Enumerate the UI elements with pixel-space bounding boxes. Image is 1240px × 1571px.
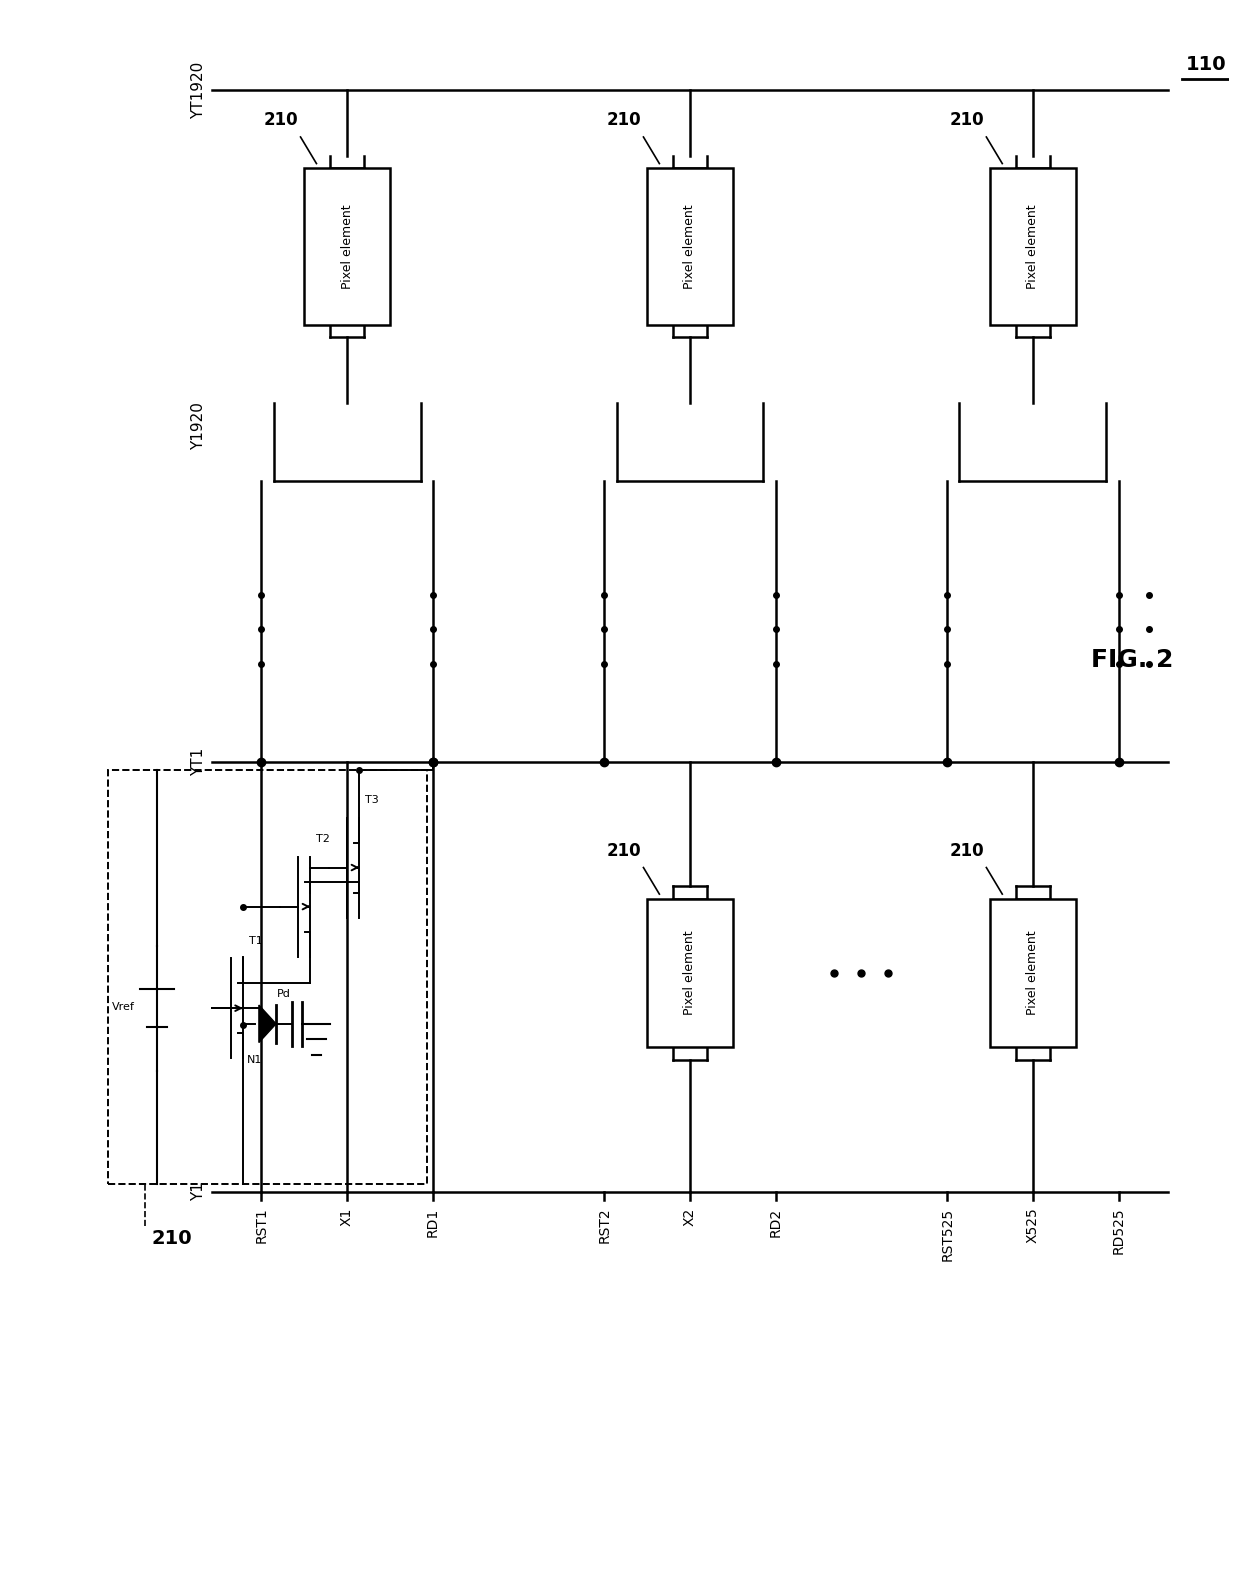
- Text: RST2: RST2: [598, 1208, 611, 1243]
- Text: RST525: RST525: [940, 1208, 954, 1260]
- Text: 210: 210: [263, 112, 298, 129]
- Text: Y1: Y1: [191, 1183, 206, 1202]
- Text: Pixel element: Pixel element: [683, 930, 697, 1015]
- Text: 210: 210: [606, 842, 641, 859]
- Text: Pixel element: Pixel element: [1027, 204, 1039, 289]
- Text: X2: X2: [683, 1208, 697, 1225]
- Text: 210: 210: [950, 842, 983, 859]
- Text: X1: X1: [340, 1208, 355, 1225]
- Text: RD2: RD2: [769, 1208, 782, 1236]
- Text: Y1920: Y1920: [191, 402, 206, 449]
- Text: YT1: YT1: [191, 748, 206, 776]
- Text: Vref: Vref: [113, 1002, 135, 1012]
- Text: T2: T2: [316, 834, 330, 844]
- Bar: [647, 168, 733, 325]
- Text: Pixel element: Pixel element: [683, 204, 697, 289]
- Polygon shape: [259, 1005, 277, 1043]
- Text: 210: 210: [606, 112, 641, 129]
- Text: RST1: RST1: [254, 1208, 268, 1243]
- Text: YT1920: YT1920: [191, 61, 206, 119]
- Text: N1: N1: [247, 1056, 262, 1065]
- Text: 210: 210: [151, 1229, 192, 1249]
- Text: Pixel element: Pixel element: [341, 204, 353, 289]
- Text: 110: 110: [1185, 55, 1226, 74]
- Text: Pd: Pd: [277, 988, 290, 999]
- Text: RD525: RD525: [1111, 1208, 1126, 1254]
- Text: RD1: RD1: [425, 1208, 440, 1236]
- Bar: [990, 899, 1076, 1048]
- FancyBboxPatch shape: [108, 770, 427, 1185]
- Text: Pixel element: Pixel element: [1027, 930, 1039, 1015]
- Bar: [990, 168, 1076, 325]
- Text: X525: X525: [1025, 1208, 1040, 1243]
- Text: T1: T1: [249, 936, 263, 946]
- Bar: [304, 168, 389, 325]
- Text: FIG. 2: FIG. 2: [1091, 649, 1174, 672]
- Text: 210: 210: [950, 112, 983, 129]
- Text: T3: T3: [366, 795, 379, 804]
- Bar: [647, 899, 733, 1048]
